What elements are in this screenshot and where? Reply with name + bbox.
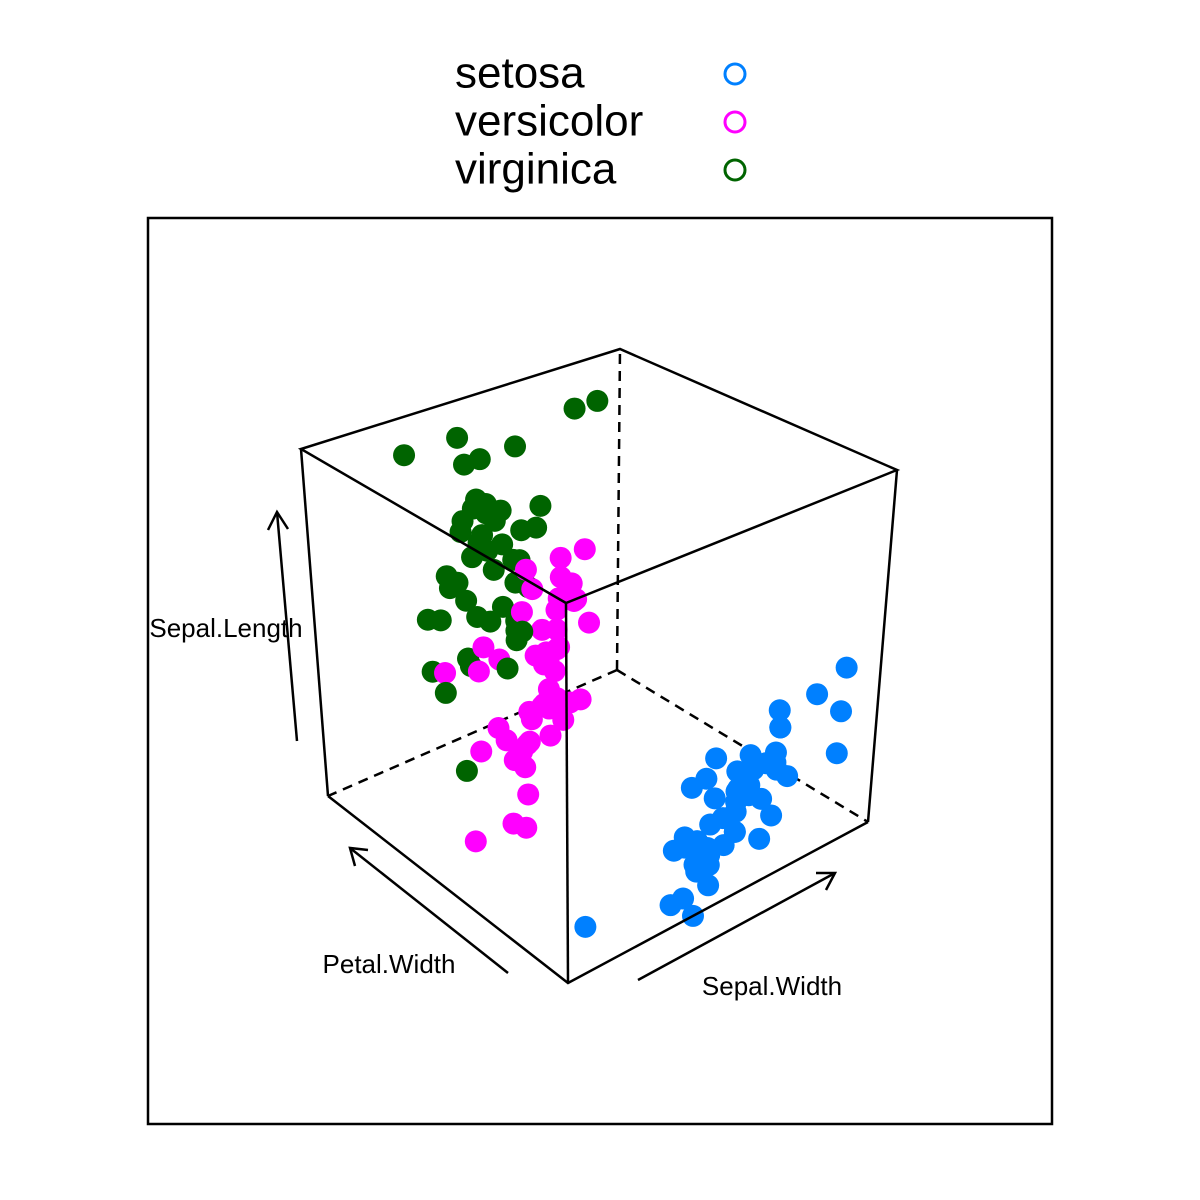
point (726, 760, 749, 783)
point (504, 435, 527, 458)
point (673, 826, 696, 849)
point (552, 708, 575, 731)
arrow-head (266, 509, 290, 531)
point (516, 733, 539, 756)
arrow-head (348, 846, 369, 867)
point (446, 426, 469, 449)
legend-label: versicolor (455, 97, 643, 146)
point (466, 605, 489, 628)
point (539, 724, 562, 747)
hidden-edge (327, 668, 618, 798)
point (496, 657, 519, 680)
point (563, 397, 586, 420)
point (429, 609, 452, 632)
point (560, 572, 583, 595)
axis-label-group: Sepal.Length (149, 613, 302, 643)
point (680, 776, 703, 799)
legend-symbol (723, 62, 747, 86)
point (768, 699, 791, 722)
point (769, 716, 792, 739)
point (434, 681, 457, 704)
point (748, 827, 771, 850)
point (472, 636, 495, 659)
point (764, 751, 787, 774)
point (573, 538, 596, 561)
point (543, 660, 566, 683)
point (470, 740, 493, 763)
point (464, 830, 487, 853)
point (471, 524, 494, 547)
point (659, 894, 682, 917)
axis-label: Sepal.Width (702, 971, 842, 1001)
point (517, 783, 540, 806)
point (545, 618, 568, 641)
arrow-head (816, 871, 838, 891)
point (511, 620, 534, 643)
point (518, 700, 541, 723)
point (569, 688, 592, 711)
point (434, 661, 457, 684)
point (467, 660, 490, 683)
panel-border (146, 216, 1054, 1126)
cube-edge (297, 347, 901, 605)
point (525, 516, 548, 539)
point (586, 389, 609, 412)
point (830, 700, 853, 723)
point (455, 759, 478, 782)
point (835, 656, 858, 679)
point (725, 790, 748, 813)
point (760, 804, 783, 827)
cube-edge (299, 448, 330, 797)
point (393, 444, 416, 467)
point (578, 611, 601, 634)
points (393, 389, 858, 938)
hidden-edge (615, 348, 622, 671)
axis-arrow (637, 871, 836, 982)
point (574, 915, 597, 938)
point (549, 546, 572, 569)
cube-front (297, 347, 901, 985)
point (438, 577, 461, 600)
point (502, 812, 525, 835)
point (521, 578, 544, 601)
legend-symbol (723, 158, 747, 182)
point (705, 747, 728, 770)
axis-label: Petal.Width (323, 949, 456, 979)
point (491, 595, 514, 618)
point (545, 638, 568, 661)
point (514, 558, 537, 581)
point (449, 520, 472, 543)
hidden-edge (616, 668, 869, 824)
point (683, 853, 706, 876)
point (514, 756, 537, 779)
legend-symbol (723, 110, 747, 134)
axis-arrow (275, 511, 299, 742)
point (703, 787, 726, 810)
point (545, 598, 568, 621)
axis-arrows (266, 509, 838, 982)
point (455, 589, 478, 612)
point (465, 488, 488, 511)
point (825, 742, 848, 765)
cube-edge (564, 602, 570, 984)
cube-edge (866, 469, 899, 823)
axis-label: Sepal.Length (149, 613, 302, 643)
axis-arrow (349, 847, 509, 974)
point (696, 837, 719, 860)
legend-label: setosa (455, 49, 585, 98)
point (739, 744, 762, 767)
point (806, 683, 829, 706)
legend-label: virginica (455, 145, 617, 194)
cube (327, 348, 869, 824)
point (453, 453, 476, 476)
point (487, 717, 510, 740)
point (529, 494, 552, 517)
point (699, 813, 722, 836)
point (510, 601, 533, 624)
point (489, 499, 512, 522)
